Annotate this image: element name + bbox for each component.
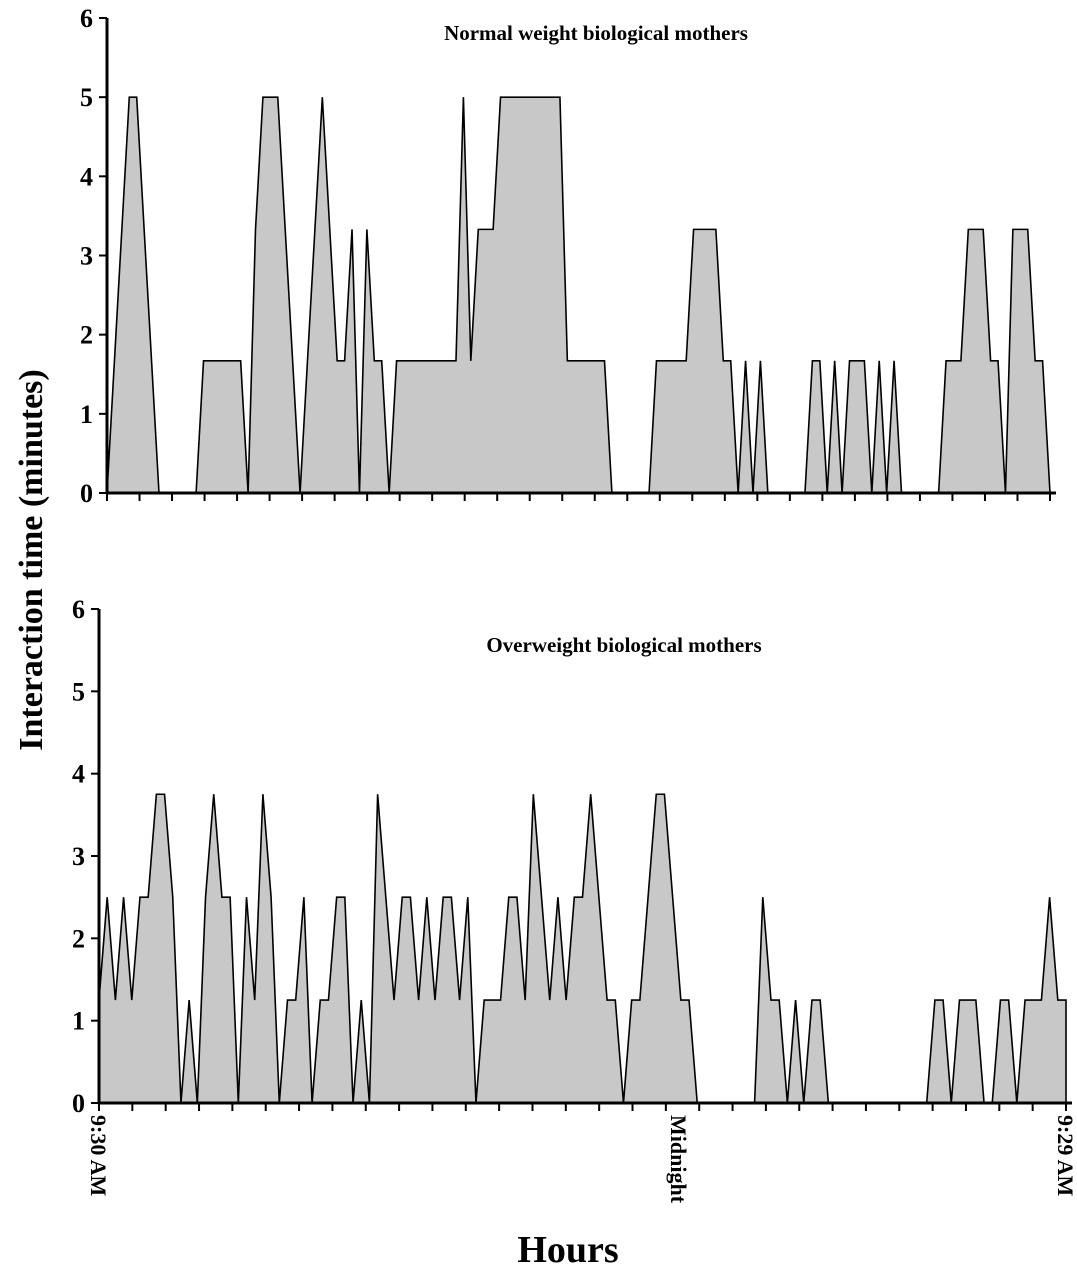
y-tick-label: 5	[72, 677, 85, 706]
y-tick-label: 4	[72, 760, 85, 789]
y-tick-label: 6	[80, 4, 93, 33]
chart-panel-overweight: 0 1 2 3 4 5 6 Overweight biological mothers 9:30…	[72, 595, 1077, 1204]
y-tick-label: 3	[80, 242, 93, 271]
y-tick-label: 0	[80, 479, 93, 508]
y-tick-label: 0	[72, 1089, 85, 1118]
x-tick-label: Midnight	[666, 1115, 691, 1204]
y-tick-label: 1	[72, 1007, 85, 1036]
y-tick-label: 2	[72, 924, 85, 953]
y-tick-label: 6	[72, 595, 85, 624]
y-tick-label: 5	[80, 83, 93, 112]
x-tick-label: 9:30 AM	[86, 1115, 111, 1197]
chart-panel-normal-weight: 0 1 2 3 4 5 6 Normal weight biological mothers	[80, 4, 1056, 508]
panel-title: Overweight biological mothers	[486, 633, 761, 657]
y-tick-label: 2	[80, 321, 93, 350]
y-tick-label: 1	[80, 400, 93, 429]
y-tick-label: 3	[72, 842, 85, 871]
x-axis-label: Hours	[517, 1229, 618, 1271]
panel-title: Normal weight biological mothers	[444, 21, 748, 45]
series-area	[106, 96, 1051, 494]
series-area	[98, 793, 1067, 1104]
y-tick-label: 4	[80, 162, 93, 191]
x-tick-label: 9:29 AM	[1053, 1115, 1077, 1197]
y-axis-label: Interaction time (minutes)	[13, 369, 50, 750]
